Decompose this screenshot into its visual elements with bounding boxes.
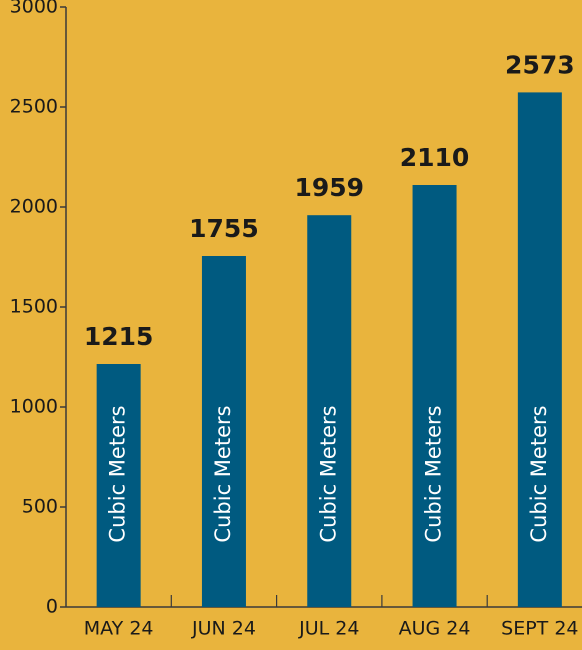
- x-tick-label: MAY 24: [84, 618, 154, 640]
- x-tick-label: AUG 24: [399, 618, 471, 640]
- value-label: 1215: [84, 322, 154, 351]
- value-label: 1755: [189, 214, 259, 243]
- y-tick-label: 3000: [10, 0, 58, 18]
- y-tick-label: 1000: [10, 396, 58, 418]
- y-tick-label: 2000: [10, 196, 58, 218]
- value-label: 2573: [505, 50, 575, 79]
- bar: [412, 185, 457, 607]
- bar: [201, 256, 246, 607]
- value-label: 2110: [400, 143, 470, 172]
- bar-label: Cubic Meters: [527, 405, 551, 542]
- x-tick-label: JUL 24: [298, 618, 359, 640]
- y-tick-label: 1500: [10, 296, 58, 318]
- bar-label: Cubic Meters: [316, 405, 340, 542]
- y-tick-label: 2500: [10, 96, 58, 118]
- bar-label: Cubic Meters: [211, 405, 235, 542]
- y-tick-label: 0: [46, 596, 58, 618]
- bar-label: Cubic Meters: [106, 405, 130, 542]
- x-tick-label: JUN 24: [191, 618, 256, 640]
- bar: [517, 92, 562, 607]
- bar: [307, 215, 352, 607]
- bar: [96, 364, 141, 607]
- x-tick-label: SEPT 24: [501, 618, 578, 640]
- bar-label: Cubic Meters: [422, 405, 446, 542]
- value-label: 1959: [294, 173, 364, 202]
- y-tick-label: 500: [22, 496, 58, 518]
